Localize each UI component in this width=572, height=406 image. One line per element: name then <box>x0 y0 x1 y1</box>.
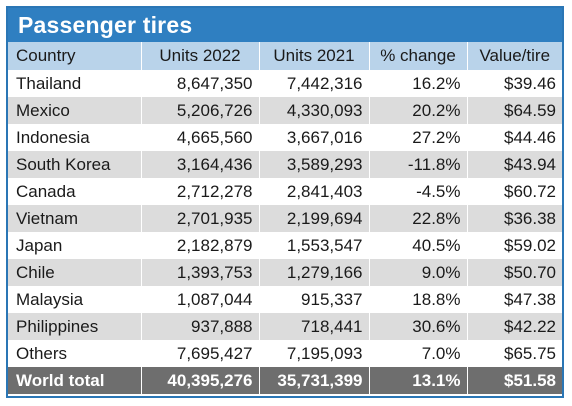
value-cell: $65.75 <box>467 340 562 367</box>
column-header-value: Value/tire <box>467 42 562 70</box>
table-row: South Korea 3,164,436 3,589,293 -11.8% $43.9… <box>8 151 562 178</box>
change-cell: 18.8% <box>369 286 468 313</box>
country-cell: Malaysia <box>8 286 142 313</box>
table-row: Philippines 937,888 718,441 30.6% $42.22 <box>8 313 562 340</box>
change-cell: 20.2% <box>369 97 468 124</box>
units-2022-cell: 8,647,350 <box>141 70 260 97</box>
table-body: Thailand 8,647,350 7,442,316 16.2% $39.46 Mex… <box>8 70 562 394</box>
units-2022-cell: 937,888 <box>141 313 260 340</box>
table-row: Vietnam 2,701,935 2,199,694 22.8% $36.38 <box>8 205 562 232</box>
value-cell: $44.46 <box>467 124 562 151</box>
column-header-units-2021: Units 2021 <box>259 42 370 70</box>
value-cell: $43.94 <box>467 151 562 178</box>
total-change-cell: 13.1% <box>369 367 468 394</box>
units-2021-cell: 2,199,694 <box>259 205 370 232</box>
value-cell: $36.38 <box>467 205 562 232</box>
change-cell: 27.2% <box>369 124 468 151</box>
country-cell: Japan <box>8 232 142 259</box>
column-header-units-2022: Units 2022 <box>141 42 260 70</box>
country-cell: Indonesia <box>8 124 142 151</box>
total-country-cell: World total <box>8 367 142 394</box>
change-cell: 9.0% <box>369 259 468 286</box>
units-2021-cell: 7,442,316 <box>259 70 370 97</box>
units-2022-cell: 5,206,726 <box>141 97 260 124</box>
table-title: Passenger tires <box>8 8 562 42</box>
table-row: Thailand 8,647,350 7,442,316 16.2% $39.46 <box>8 70 562 97</box>
change-cell: -11.8% <box>369 151 468 178</box>
change-cell: 30.6% <box>369 313 468 340</box>
value-cell: $42.22 <box>467 313 562 340</box>
units-2022-cell: 1,087,044 <box>141 286 260 313</box>
units-2021-cell: 915,337 <box>259 286 370 313</box>
value-cell: $64.59 <box>467 97 562 124</box>
units-2022-cell: 2,712,278 <box>141 178 260 205</box>
change-cell: 40.5% <box>369 232 468 259</box>
table-row: Others 7,695,427 7,195,093 7.0% $65.75 <box>8 340 562 367</box>
units-2022-cell: 2,182,879 <box>141 232 260 259</box>
change-cell: 7.0% <box>369 340 468 367</box>
table-row: Japan 2,182,879 1,553,547 40.5% $59.02 <box>8 232 562 259</box>
value-cell: $39.46 <box>467 70 562 97</box>
change-cell: 16.2% <box>369 70 468 97</box>
country-cell: Chile <box>8 259 142 286</box>
value-cell: $59.02 <box>467 232 562 259</box>
table-row: Chile 1,393,753 1,279,166 9.0% $50.70 <box>8 259 562 286</box>
units-2021-cell: 718,441 <box>259 313 370 340</box>
column-header-country: Country <box>8 42 142 70</box>
change-cell: 22.8% <box>369 205 468 232</box>
units-2022-cell: 2,701,935 <box>141 205 260 232</box>
passenger-tires-table: Country Units 2022 Units 2021 % change V… <box>8 42 562 394</box>
units-2021-cell: 3,667,016 <box>259 124 370 151</box>
value-cell: $47.38 <box>467 286 562 313</box>
units-2022-cell: 7,695,427 <box>141 340 260 367</box>
units-2022-cell: 1,393,753 <box>141 259 260 286</box>
country-cell: Mexico <box>8 97 142 124</box>
country-cell: Canada <box>8 178 142 205</box>
units-2022-cell: 3,164,436 <box>141 151 260 178</box>
value-cell: $60.72 <box>467 178 562 205</box>
units-2021-cell: 1,553,547 <box>259 232 370 259</box>
total-row: World total 40,395,276 35,731,399 13.1% $51.… <box>8 367 562 394</box>
column-header-change: % change <box>369 42 468 70</box>
total-units-2021-cell: 35,731,399 <box>259 367 370 394</box>
units-2021-cell: 7,195,093 <box>259 340 370 367</box>
table-row: Canada 2,712,278 2,841,403 -4.5% $60.72 <box>8 178 562 205</box>
value-cell: $50.70 <box>467 259 562 286</box>
country-cell: South Korea <box>8 151 142 178</box>
units-2022-cell: 4,665,560 <box>141 124 260 151</box>
change-cell: -4.5% <box>369 178 468 205</box>
total-value-cell: $51.58 <box>467 367 562 394</box>
country-cell: Others <box>8 340 142 367</box>
country-cell: Thailand <box>8 70 142 97</box>
total-units-2022-cell: 40,395,276 <box>141 367 260 394</box>
units-2021-cell: 2,841,403 <box>259 178 370 205</box>
header-row: Country Units 2022 Units 2021 % change V… <box>8 42 562 70</box>
table-row: Mexico 5,206,726 4,330,093 20.2% $64.59 <box>8 97 562 124</box>
table-row: Indonesia 4,665,560 3,667,016 27.2% $44.46 <box>8 124 562 151</box>
units-2021-cell: 4,330,093 <box>259 97 370 124</box>
table-row: Malaysia 1,087,044 915,337 18.8% $47.38 <box>8 286 562 313</box>
units-2021-cell: 1,279,166 <box>259 259 370 286</box>
units-2021-cell: 3,589,293 <box>259 151 370 178</box>
country-cell: Philippines <box>8 313 142 340</box>
table-frame: Passenger tires Country Units 2022 Units… <box>6 6 564 398</box>
country-cell: Vietnam <box>8 205 142 232</box>
